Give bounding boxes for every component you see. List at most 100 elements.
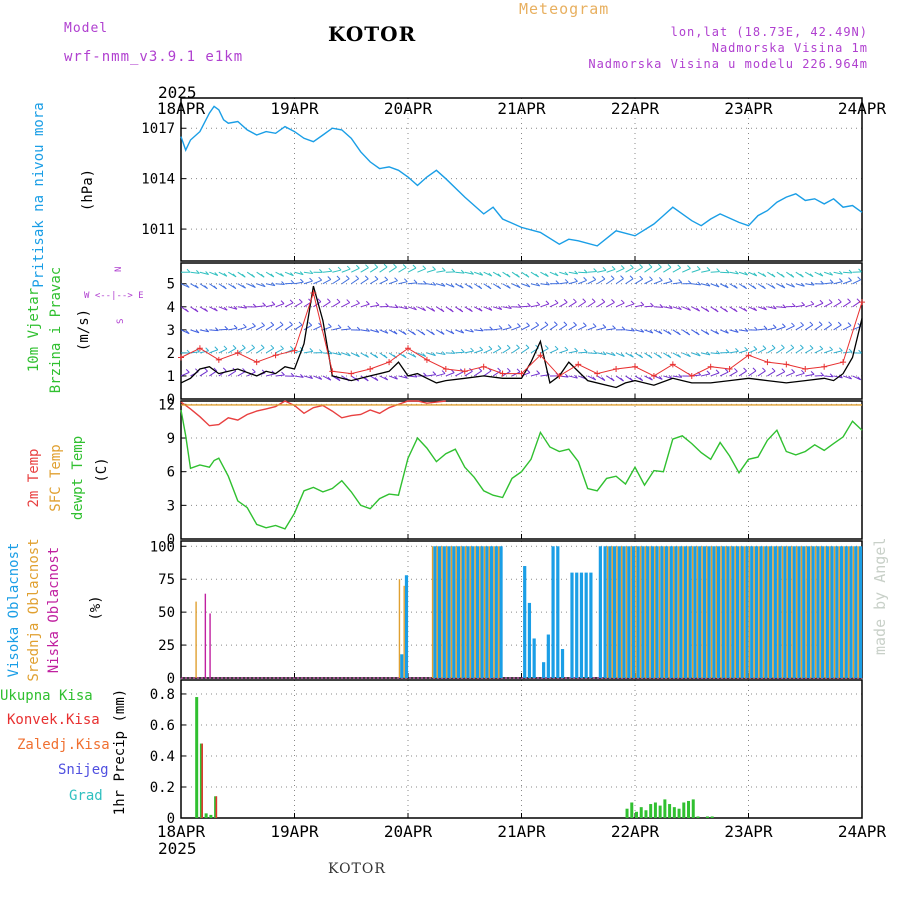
wind-arrow xyxy=(209,349,218,354)
wind-arrow-head xyxy=(733,308,738,313)
wind-arrow-head xyxy=(819,299,824,304)
wind-arrow xyxy=(199,350,209,354)
wind-arrow xyxy=(738,271,748,276)
wind-arrow xyxy=(398,281,408,285)
wind-arrow-head xyxy=(299,271,304,276)
wind-arrow-head xyxy=(858,268,862,273)
cloud-high-bar xyxy=(551,546,555,678)
wind-arrow-head xyxy=(223,272,228,277)
wind-arrow-head xyxy=(753,307,758,311)
cloud-mid-bar xyxy=(824,546,826,678)
cloud-mid-bar xyxy=(706,546,708,678)
wind-arrow xyxy=(568,375,578,379)
wind-arrow xyxy=(483,348,493,354)
wind-arrow-head xyxy=(470,270,474,275)
wind-arrow-head xyxy=(488,345,493,350)
wind-arrow-head xyxy=(743,307,748,312)
wind-arrow xyxy=(360,303,370,308)
cloud-high-bar xyxy=(603,546,607,678)
wind-arrow xyxy=(540,303,550,308)
precip-total-bar xyxy=(209,814,213,818)
precip-ytick-label: 0.2 xyxy=(150,780,175,796)
wind-arrow-head xyxy=(402,354,407,359)
wind-arrow-head xyxy=(270,344,275,349)
cloud-high-bar xyxy=(858,546,863,678)
precip-total-bar xyxy=(710,816,714,818)
cloud-mid-bar xyxy=(753,546,755,678)
cloud-mid-bar xyxy=(748,546,751,678)
wind-arrow xyxy=(852,375,861,381)
wind-arrow-head xyxy=(385,303,389,307)
wind-arrow-head xyxy=(574,278,578,282)
wind-gust-marker xyxy=(688,372,695,379)
wind-arrow-head xyxy=(573,298,577,303)
cloud-high-bar xyxy=(664,546,669,678)
wind-arrow xyxy=(407,267,417,273)
temperature-ytick-label: 6 xyxy=(167,465,175,481)
cloud-high-bar xyxy=(494,546,498,678)
wind-arrow-head xyxy=(186,349,191,354)
wind-arrow-head xyxy=(470,347,474,352)
wind-arrow xyxy=(615,278,624,285)
wind-arrow-head xyxy=(706,370,711,375)
wind-arrow-head xyxy=(735,347,739,352)
wind-arrow-head xyxy=(459,284,464,289)
wind-arrow-head xyxy=(431,331,435,336)
wind-arrow-head xyxy=(630,353,634,358)
wind-arrow-head xyxy=(374,354,379,359)
wind-arrow-head xyxy=(574,270,578,275)
wind-arrow xyxy=(256,325,265,331)
wind-arrow-head xyxy=(488,272,493,277)
wind-arrow-head xyxy=(232,273,237,278)
wind-arrow xyxy=(568,324,577,331)
bottom-date-label: 22APR xyxy=(611,822,660,841)
wind-arrow xyxy=(804,347,814,354)
wind-arrow xyxy=(757,370,766,377)
wind-arrow-head xyxy=(384,329,389,334)
wind-arrow-head xyxy=(214,346,219,351)
wind-arrow xyxy=(190,329,200,334)
wind-arrow xyxy=(237,306,247,309)
pressure-axis-title: Pritisak na nivou mora xyxy=(31,102,47,287)
pressure-plot-area xyxy=(181,98,862,261)
wind-arrow xyxy=(549,348,559,354)
wind-arrow-head xyxy=(705,331,710,335)
wind-arrow-head xyxy=(280,300,285,305)
wind-arrow-head xyxy=(525,344,530,349)
wind-arrow xyxy=(492,306,502,310)
wind-arrow xyxy=(275,303,285,308)
wind-arrow-head xyxy=(809,345,814,349)
wind-arrow xyxy=(332,327,342,331)
wind-arrow-head xyxy=(640,328,645,333)
precip-total-bar xyxy=(625,808,629,818)
wind-arrow xyxy=(663,306,673,309)
bottom-year-label: 2025 xyxy=(158,839,197,858)
wind-arrow-head xyxy=(290,279,295,284)
wind-arrow xyxy=(852,279,861,285)
wind-arrow xyxy=(521,347,530,354)
pressure-axis-unit: (hPa) xyxy=(80,169,96,211)
wind-arrow-head xyxy=(696,307,700,312)
wind-arrow-head xyxy=(771,285,776,289)
wind-arrow-head xyxy=(809,273,814,278)
wind-gust-marker xyxy=(726,366,733,373)
wind-gust-marker xyxy=(367,366,374,373)
wind-gust-marker xyxy=(783,361,790,368)
wind-arrow xyxy=(729,370,738,377)
wind-arrow xyxy=(284,302,294,308)
wind-arrow xyxy=(265,347,275,354)
cloud-low-bar xyxy=(204,593,207,678)
precip-total-bar xyxy=(639,807,643,818)
wind-arrow xyxy=(625,303,635,308)
wind-arrow-head xyxy=(771,344,776,349)
wind-arrow-head xyxy=(506,367,511,372)
wind-arrow xyxy=(701,373,711,377)
cloud-mid-bar xyxy=(852,546,855,678)
wind-arrow xyxy=(322,270,332,273)
precip-total-bar xyxy=(668,804,672,818)
cloud-mid-bar xyxy=(791,546,793,678)
wind-arrow xyxy=(455,329,464,334)
wind-arrow-head xyxy=(460,329,465,334)
precip-total-bar xyxy=(696,816,700,818)
cloud-high-bar xyxy=(400,654,404,678)
